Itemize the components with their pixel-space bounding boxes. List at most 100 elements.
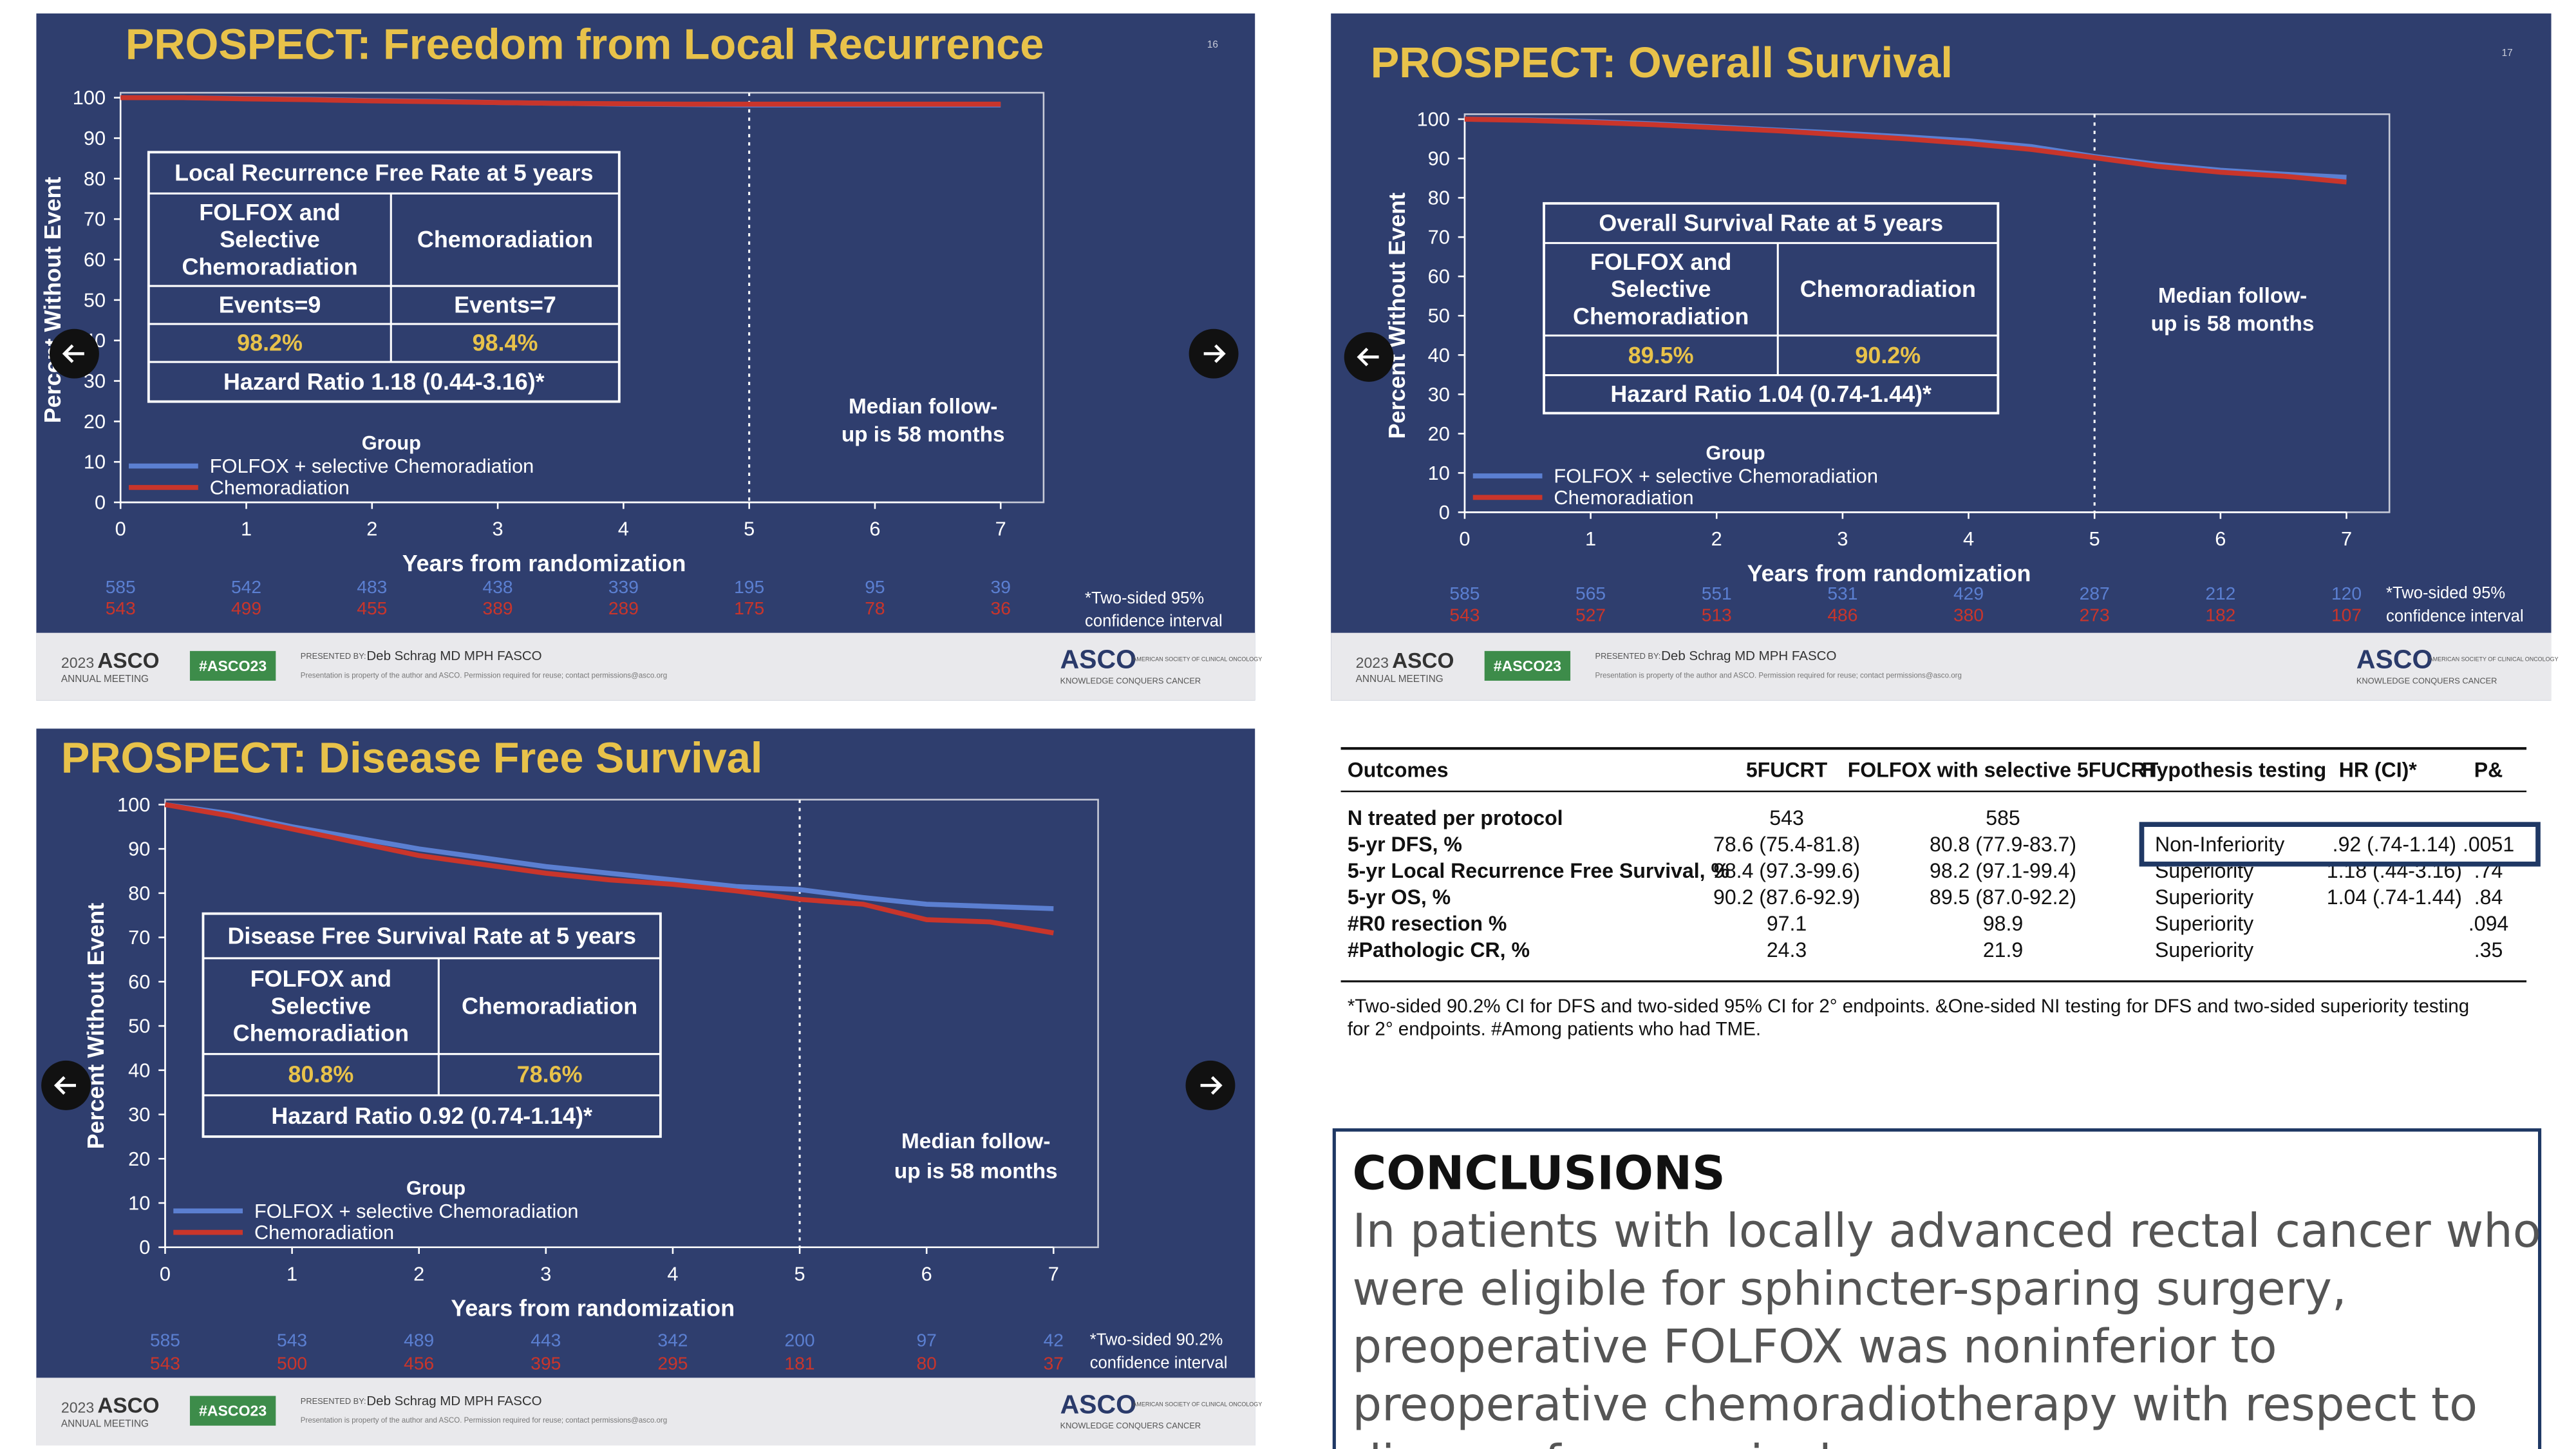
inset-title: Local Recurrence Free Rate at 5 years	[174, 160, 593, 185]
x-tick-label: 1	[241, 518, 252, 540]
table-cell: 585	[1986, 806, 2020, 829]
y-tick-label: 0	[1439, 501, 1450, 524]
inset-title: Overall Survival Rate at 5 years	[1599, 211, 1943, 236]
hashtag-badge	[189, 1396, 276, 1426]
x-tick-label: 2	[1711, 527, 1722, 550]
x-tick-label: 0	[160, 1262, 171, 1285]
slide-title: PROSPECT: Disease Free Survival	[61, 735, 762, 782]
at-risk-count: 36	[991, 598, 1011, 618]
footer-presented-by: PRESENTED BY:	[301, 1396, 366, 1406]
x-axis-label: Years from randomization	[451, 1296, 735, 1321]
x-tick-label: 3	[1837, 527, 1848, 550]
x-tick-label: 0	[115, 518, 126, 540]
inset-rate: 89.5%	[1628, 343, 1694, 368]
table-cell: 89.5 (87.0-92.2)	[1930, 886, 2076, 909]
y-tick-label: 100	[1417, 108, 1450, 131]
at-risk-count: 295	[657, 1352, 688, 1373]
conclusions-title: CONCLUSIONS	[1353, 1146, 1725, 1200]
at-risk-count: 527	[1575, 604, 1606, 625]
footer-year: 2023	[1356, 654, 1389, 671]
table-cell: .094	[2468, 912, 2508, 935]
at-risk-count: 97	[917, 1329, 937, 1350]
table-footnote: *Two-sided 90.2% CI for DFS and two-side…	[1348, 996, 2469, 1017]
table-cell: 98.4 (97.3-99.6)	[1713, 859, 1860, 882]
table-cell: 80.8 (77.9-83.7)	[1930, 833, 2076, 856]
conclusions-text: preoperative chemoradiotherapy with resp…	[1353, 1377, 2478, 1431]
table-cell: #R0 resection %	[1348, 912, 1507, 935]
carousel-arrow-icon	[62, 344, 84, 363]
at-risk-count: 380	[1953, 604, 1984, 625]
table-header: Outcomes	[1348, 759, 1449, 782]
y-tick-label: 20	[84, 410, 106, 433]
at-risk-count: 273	[2080, 604, 2110, 625]
footer-hashtag: #ASCO23	[1494, 658, 1561, 674]
y-tick-label: 80	[84, 167, 106, 190]
annotation: Median follow-	[901, 1130, 1050, 1153]
footer-notice: Presentation is property of the author a…	[1595, 672, 1962, 679]
footnote: confidence interval	[1085, 612, 1223, 630]
x-tick-label: 6	[921, 1262, 932, 1285]
at-risk-count: 342	[657, 1329, 688, 1350]
table-cell: 5-yr DFS, %	[1348, 833, 1462, 856]
at-risk-count: 443	[531, 1329, 561, 1350]
at-risk-count: 455	[357, 598, 387, 618]
x-axis-label: Years from randomization	[1747, 560, 2031, 586]
x-tick-label: 2	[366, 518, 377, 540]
slide-background	[1331, 13, 2552, 701]
slide-title: PROSPECT: Overall Survival	[1371, 39, 1953, 87]
footnote: confidence interval	[2386, 607, 2524, 625]
at-risk-count: 212	[2205, 583, 2235, 603]
inset-column-header: Chemoradiation	[182, 254, 357, 280]
hashtag-badge	[1484, 650, 1571, 681]
inset-column-header: Selective	[220, 227, 320, 252]
slide-title: PROSPECT: Freedom from Local Recurrence	[126, 21, 1044, 69]
hashtag-badge	[189, 650, 276, 681]
at-risk-count: 585	[150, 1329, 180, 1350]
legend-title: Group	[1706, 442, 1765, 464]
table-cell: 98.2 (97.1-99.4)	[1930, 859, 2076, 882]
footer-meeting: ANNUAL MEETING	[61, 674, 149, 685]
conclusions-text: were eligible for sphincter-sparing surg…	[1353, 1262, 2347, 1316]
y-tick-label: 10	[1428, 462, 1450, 484]
y-tick-label: 80	[1428, 187, 1450, 209]
legend-label: Chemoradiation	[1554, 486, 1693, 509]
footnote: *Two-sided 90.2%	[1090, 1331, 1223, 1349]
footer-logo-sub: AMERICAN SOCIETY OF CLINICAL ONCOLOGY	[1133, 1401, 1262, 1407]
at-risk-count: 78	[865, 598, 885, 618]
at-risk-count: 95	[865, 576, 885, 597]
y-tick-label: 60	[84, 249, 106, 271]
y-tick-label: 0	[95, 491, 106, 514]
footer-brand: ASCO	[97, 1394, 159, 1417]
footer-brand: ASCO	[97, 649, 159, 673]
at-risk-count: 120	[2331, 583, 2362, 603]
footer-presented-by: PRESENTED BY:	[1595, 651, 1661, 661]
legend-label: Chemoradiation	[254, 1221, 394, 1244]
table-cell: .84	[2474, 886, 2503, 909]
y-tick-label: 60	[1428, 265, 1450, 288]
footer-hashtag: #ASCO23	[199, 1403, 267, 1419]
table-header: Hypothesis testing	[2141, 759, 2326, 782]
at-risk-count: 287	[2080, 583, 2110, 603]
inset-column-header: FOLFOX and	[1590, 249, 1731, 275]
y-tick-label: 50	[1428, 305, 1450, 327]
x-tick-label: 0	[1459, 527, 1470, 550]
at-risk-count: 543	[277, 1329, 307, 1350]
x-tick-label: 7	[995, 518, 1006, 540]
at-risk-count: 389	[483, 598, 513, 618]
x-tick-label: 3	[493, 518, 503, 540]
inset-table	[1543, 202, 2000, 415]
footnote: confidence interval	[1090, 1354, 1228, 1372]
at-risk-count: 513	[1702, 604, 1732, 625]
x-tick-label: 6	[2215, 527, 2226, 550]
y-tick-label: 70	[84, 208, 106, 231]
footer-logo: ASCO	[1060, 645, 1137, 674]
at-risk-count: 181	[785, 1352, 815, 1373]
table-header: 5FUCRT	[1746, 759, 1828, 782]
table-cell: .0051	[2463, 833, 2514, 856]
footer-tagline: KNOWLEDGE CONQUERS CANCER	[2356, 676, 2497, 686]
table-cell: Superiority	[2155, 938, 2253, 961]
footer-logo: ASCO	[1060, 1389, 1137, 1419]
at-risk-count: 483	[357, 576, 387, 597]
